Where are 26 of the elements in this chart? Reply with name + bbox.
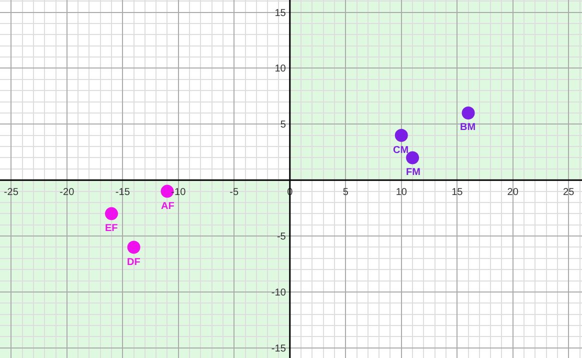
point bbox=[406, 151, 420, 164]
x-tick-label: 20 bbox=[507, 187, 519, 198]
x-tick-label: 10 bbox=[396, 187, 408, 198]
x-tick-label: 5 bbox=[342, 187, 349, 198]
y-tick-label: -15 bbox=[271, 343, 286, 354]
annotation: CM bbox=[393, 145, 409, 156]
point bbox=[462, 106, 475, 120]
annotation: FM bbox=[406, 167, 420, 178]
annotation: AF bbox=[161, 201, 174, 212]
annotation: BM bbox=[460, 122, 476, 133]
y-tick-label: 15 bbox=[274, 8, 286, 19]
x-tick-label: -15 bbox=[115, 187, 130, 198]
x-tick-label: -25 bbox=[4, 187, 19, 198]
x-tick-label: -20 bbox=[60, 187, 75, 198]
y-tick-label: -5 bbox=[276, 232, 286, 243]
y-tick-label: -10 bbox=[271, 287, 286, 298]
y-tick-label: 5 bbox=[280, 120, 286, 131]
x-tick-label: -5 bbox=[230, 187, 240, 198]
point bbox=[104, 207, 118, 220]
x-tick-label: 25 bbox=[563, 187, 575, 198]
annotation: EF bbox=[105, 223, 118, 234]
annotation: DF bbox=[127, 257, 140, 268]
point bbox=[127, 240, 140, 254]
x-tick-label: 15 bbox=[452, 187, 464, 198]
y-tick-label: 10 bbox=[274, 64, 286, 75]
point bbox=[394, 128, 408, 142]
